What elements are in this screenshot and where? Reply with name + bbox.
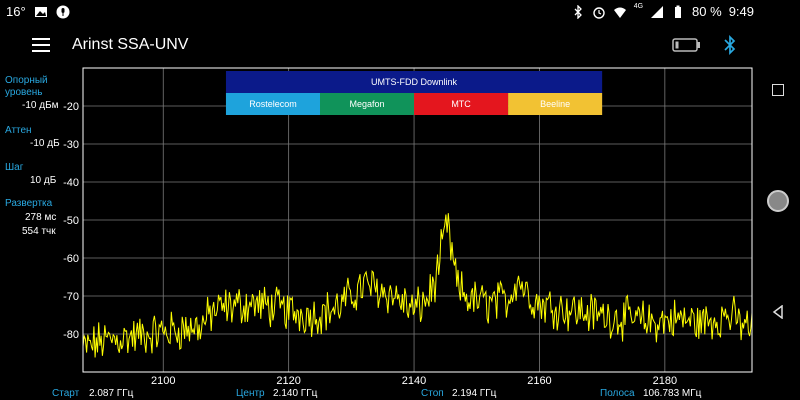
app-title: Arinst SSA-UNV [72, 36, 189, 53]
wifi-icon [613, 7, 626, 18]
center-value: 2.140 ГГц [273, 388, 318, 399]
atten-value: -10 дБ [30, 138, 60, 149]
frequency-bar: Старт 2.087 ГГц Центр 2.140 ГГц Стоп 2.1… [0, 384, 760, 400]
x-tick-label: 2120 [276, 375, 300, 384]
battery-percent: 80 % [692, 4, 722, 19]
stop-label: Стоп [421, 388, 444, 399]
stop-value: 2.194 ГГц [452, 388, 497, 399]
y-axis-ticks: -20 -30 -40 -50 -60 -70 -80 [63, 101, 79, 341]
span-label: Полоса [600, 388, 635, 399]
back-icon[interactable] [772, 305, 784, 319]
home-icon[interactable] [767, 190, 789, 212]
sweep-points: 554 тчк [22, 226, 56, 237]
y-tick-label: -80 [63, 329, 79, 341]
bluetooth-icon [574, 4, 582, 19]
band-label: Beeline [540, 99, 570, 109]
x-tick-label: 2160 [527, 375, 551, 384]
y-tick-label: -60 [63, 253, 79, 265]
span-value: 106.783 МГц [643, 388, 702, 399]
plot-frame [82, 67, 753, 373]
y-tick-label: -30 [63, 139, 79, 151]
clock: 9:49 [728, 4, 754, 19]
start-label: Старт [52, 388, 80, 399]
atten-label: Аттен [5, 125, 32, 136]
app-bar: Arinst SSA-UNV [0, 24, 760, 68]
battery-icon [675, 5, 682, 18]
menu-icon[interactable] [32, 38, 50, 52]
band-beeline [508, 93, 603, 115]
spectrum-plot[interactable]: UMTS-FDD Downlink Rostelecom Megafon МТС Bee… [0, 0, 760, 384]
start-value: 2.087 ГГц [89, 388, 134, 399]
band-label: Rostelecom [249, 99, 297, 109]
band-downlink [225, 71, 603, 93]
x-tick-label: 2140 [402, 375, 426, 384]
band-мтс [414, 93, 509, 115]
band-rostelecom [225, 93, 321, 115]
spectrum-trace [82, 213, 753, 358]
ref-level-label-1: Опорный [5, 75, 48, 86]
step-value: 10 дБ [30, 175, 57, 186]
device-battery-icon[interactable] [672, 37, 702, 53]
recent-apps-icon[interactable] [772, 84, 784, 96]
y-tick-label: -70 [63, 291, 79, 303]
y-tick-label: -20 [63, 101, 79, 113]
temperature-text: 16° [6, 4, 26, 19]
y-tick-label: -50 [63, 215, 79, 227]
x-tick-label: 2180 [653, 375, 677, 384]
signal-icon [651, 5, 664, 18]
microphone-icon [56, 5, 70, 18]
band-megafon [320, 93, 415, 115]
bluetooth-icon[interactable] [722, 34, 738, 56]
image-icon [34, 6, 47, 17]
y-tick-label: -40 [63, 177, 79, 189]
center-label: Центр [236, 388, 265, 399]
step-label: Шаг [5, 162, 24, 173]
network-type: 4G [633, 3, 644, 10]
band-overlay: UMTS-FDD Downlink Rostelecom Megafon МТС Bee… [225, 71, 603, 115]
band-label: МТС [451, 99, 471, 109]
ref-level-label-2: уровень [5, 87, 43, 98]
band-label: Megafon [350, 99, 385, 109]
status-bar: 16° 4G 80 % 9:49 [0, 0, 760, 24]
alarm-icon [593, 6, 605, 19]
sweep-time: 278 мс [25, 212, 57, 223]
x-tick-label: 2100 [151, 375, 175, 384]
band-downlink-label: UMTS-FDD Downlink [371, 77, 458, 87]
sweep-label: Развертка [5, 198, 53, 209]
x-axis-ticks: 2100 2120 2140 2160 2180 [151, 375, 677, 384]
ref-level-value: -10 дБм [22, 100, 59, 111]
